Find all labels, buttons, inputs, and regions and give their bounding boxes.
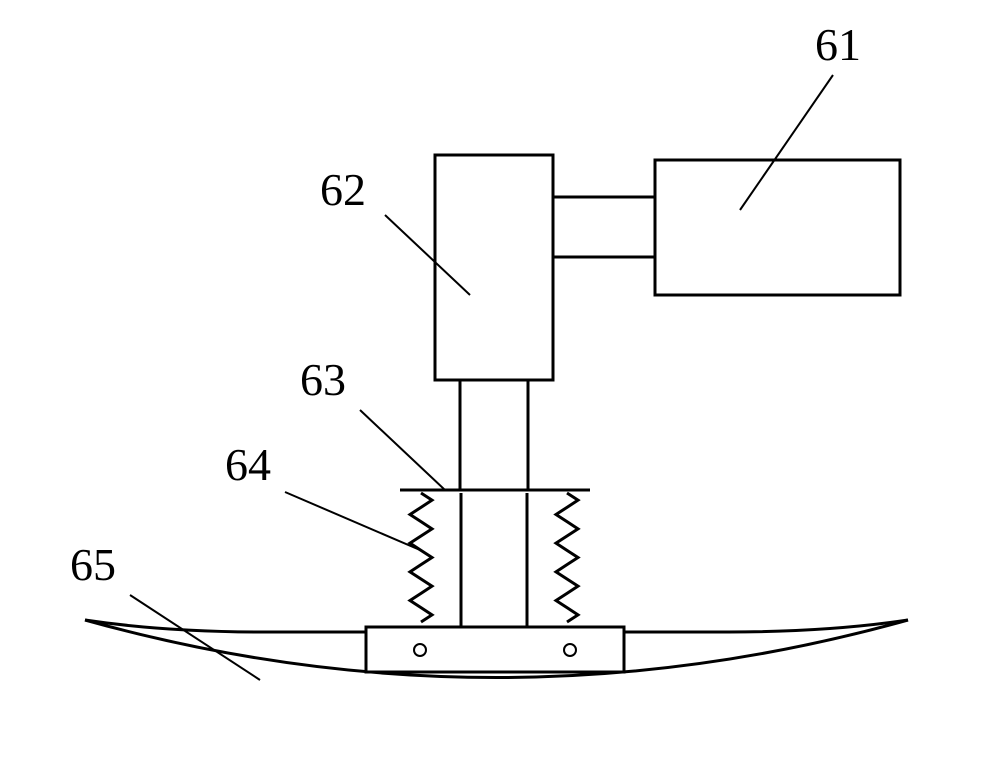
spring-left (410, 493, 432, 622)
label-l64: 64 (225, 439, 271, 490)
leader-l63 (360, 410, 445, 490)
label-l63: 63 (300, 354, 346, 405)
spring-right (556, 493, 578, 622)
label-l61: 61 (815, 19, 861, 70)
box-61 (655, 160, 900, 295)
label-l65: 65 (70, 539, 116, 590)
leader-l64 (285, 492, 420, 550)
box-62 (435, 155, 553, 380)
label-l62: 62 (320, 164, 366, 215)
base-plate (366, 627, 624, 672)
